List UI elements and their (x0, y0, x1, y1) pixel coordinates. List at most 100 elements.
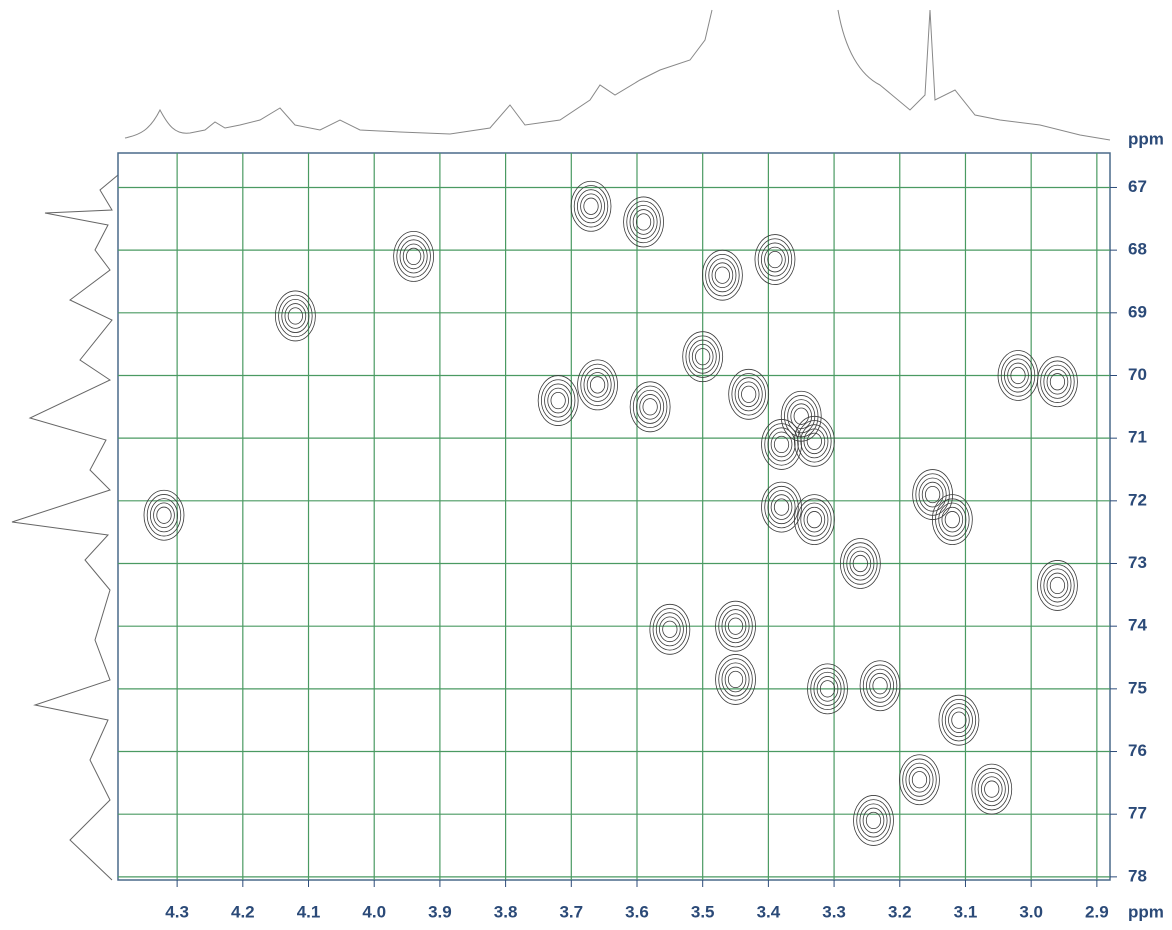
contour-level (1000, 354, 1036, 397)
plot-layer: 4.3 4.2 4.1 4.0 3.9 3.8 3.7 3.6 3.5 3.4 3.3 3.2 3.1 3… (118, 129, 1164, 921)
contour-level (724, 666, 747, 693)
peak (754, 234, 796, 285)
peak (931, 494, 973, 546)
contour-level (902, 758, 937, 801)
contour-level (764, 485, 799, 529)
contour-level (711, 262, 734, 289)
contour-level (810, 667, 845, 711)
contour-level (935, 498, 970, 541)
peak (761, 419, 802, 470)
contour-level (974, 767, 1009, 811)
contour-level (918, 477, 947, 512)
contour-level (797, 420, 832, 463)
contour-level (767, 427, 796, 462)
contour-level (856, 799, 891, 842)
contour-level (754, 234, 796, 285)
contour-level (550, 391, 566, 410)
x-tick-label: 3.1 (954, 902, 978, 921)
y-tick-label: 72 (1128, 490, 1147, 509)
contour-level (284, 303, 307, 329)
contour-level (806, 511, 822, 529)
contour-level (737, 381, 760, 408)
contour-level (846, 546, 875, 581)
contour-level (1010, 366, 1026, 385)
peak (274, 290, 316, 342)
contour-level (908, 766, 931, 793)
contour-level (770, 431, 793, 458)
contour-level (580, 363, 615, 407)
contour-level (586, 372, 609, 398)
contour-level (393, 231, 435, 282)
contour-level (813, 671, 842, 706)
contour-level (767, 250, 783, 269)
contour-level (793, 407, 809, 425)
contour-level (399, 239, 428, 274)
contour-level (1004, 358, 1033, 393)
peak (793, 415, 835, 467)
contour-level (577, 189, 606, 224)
contour-level (734, 377, 763, 412)
peak (715, 600, 756, 652)
contour-level (688, 339, 717, 374)
x-tick-label: 3.2 (888, 902, 912, 921)
contour-level (800, 424, 829, 459)
contour-level (146, 494, 182, 537)
contour-level (859, 660, 901, 712)
contour-level (761, 419, 802, 470)
contour-level (701, 249, 743, 301)
peak (807, 663, 848, 715)
contour-level (724, 613, 747, 639)
y-tick-label: 70 (1128, 365, 1147, 384)
contour-level (980, 776, 1003, 802)
peak (393, 231, 435, 282)
contour-level (1040, 564, 1075, 607)
contour-level (800, 502, 829, 537)
peak (629, 381, 671, 433)
contour-level (537, 375, 579, 426)
contour-level (544, 383, 573, 418)
peak (938, 694, 980, 746)
peak (649, 603, 691, 655)
contour-level (632, 209, 655, 235)
peak (971, 763, 1013, 815)
x-tick-label: 3.5 (691, 902, 715, 921)
contour-level (632, 385, 668, 429)
contour-level (853, 795, 894, 846)
contour-level (921, 481, 944, 508)
y-tick-label: 76 (1128, 741, 1147, 760)
contour-level (639, 394, 661, 420)
contour-level (1046, 368, 1069, 395)
contour-level (149, 498, 178, 533)
contour-level (583, 367, 612, 402)
contour-level (971, 763, 1013, 815)
peak (728, 368, 770, 420)
peak (623, 196, 664, 248)
x-tick-label: 4.1 (297, 902, 321, 921)
contour-level (773, 435, 790, 454)
contour-level (866, 668, 895, 703)
contour-level (708, 258, 737, 293)
contour-level (721, 609, 750, 644)
contour-level (731, 373, 766, 416)
y-tick-label: 77 (1128, 804, 1147, 823)
contour-level (547, 387, 569, 414)
contour-level (721, 662, 750, 697)
contour-level (727, 670, 744, 689)
contour-level (1007, 362, 1029, 389)
contour-level (629, 204, 658, 239)
contour-level (911, 771, 928, 789)
contour-level (899, 754, 940, 806)
y-tick-label: 68 (1128, 240, 1147, 259)
peak (853, 795, 894, 846)
contour-level (274, 290, 316, 342)
contour-level (938, 502, 967, 537)
contour-level (662, 620, 678, 638)
x-tick-label: 3.7 (559, 902, 583, 921)
x-tick-label: 3.4 (757, 902, 781, 921)
contour-level (761, 481, 802, 533)
contour-level (862, 664, 898, 707)
contour-level (869, 672, 891, 699)
peak (793, 494, 835, 546)
contour-level (941, 506, 964, 533)
contour-level (760, 242, 789, 277)
